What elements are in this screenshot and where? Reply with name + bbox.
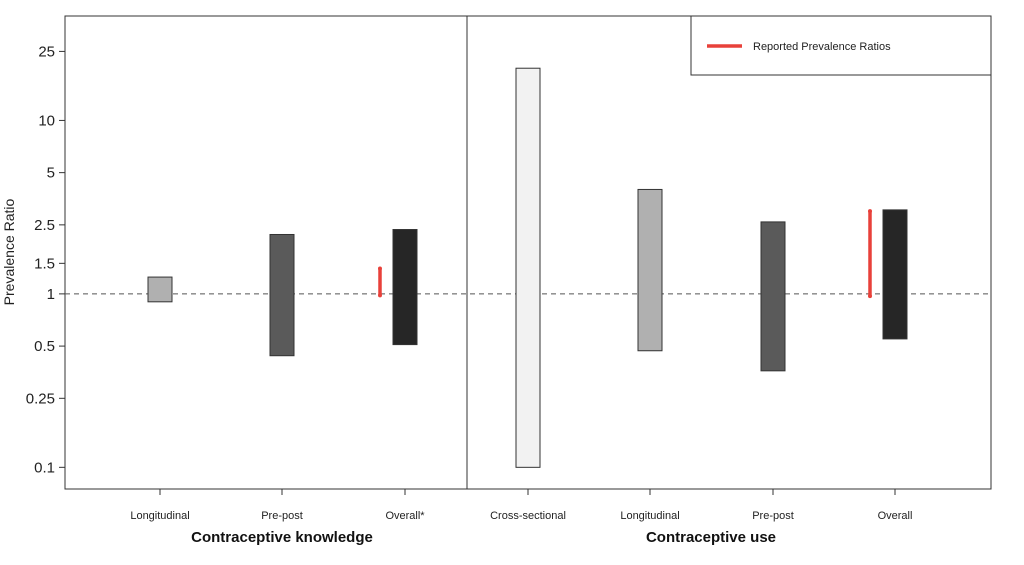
y-tick-label: 0.25 [26, 390, 55, 407]
category-label: Overall* [385, 510, 425, 522]
interval-bar [269, 233, 295, 357]
interval-bar [760, 221, 786, 372]
category-label: Longitudinal [130, 510, 189, 522]
reported-interval-cap [868, 209, 872, 214]
reported-interval-cap [868, 294, 872, 299]
interval-bar [392, 229, 418, 346]
y-tick-label: 2.5 [34, 217, 55, 234]
y-axis-label: Prevalence Ratio [1, 198, 17, 305]
category-label: Overall [878, 510, 913, 522]
reported-interval-cap [378, 293, 382, 298]
y-tick-label: 25 [38, 43, 55, 60]
y-tick-label: 5 [47, 165, 55, 182]
plot-area: 0.1 0.25 0.5 1 1.5 2.5 5 10 25 Longitudinal Pre-po… [26, 15, 992, 546]
y-tick-label: 0.1 [34, 459, 55, 476]
interval-bar [882, 209, 908, 340]
category-label: Cross-sectional [490, 510, 566, 522]
panel-label: Contraceptive use [646, 529, 776, 546]
legend-label: Reported Prevalence Ratios [753, 41, 891, 53]
y-tick-label: 1.5 [34, 255, 55, 272]
interval-bar [147, 276, 173, 303]
interval-bar [637, 188, 663, 352]
y-tick-label: 0.5 [34, 338, 55, 355]
category-label: Pre-post [752, 510, 794, 522]
category-label: Longitudinal [620, 510, 679, 522]
reported-interval-cap [378, 266, 382, 271]
panel-label: Contraceptive knowledge [191, 529, 373, 546]
interval-bar [515, 67, 541, 468]
y-tick-label: 1 [47, 286, 55, 303]
category-label: Pre-post [261, 510, 303, 522]
y-tick-label: 10 [38, 112, 55, 129]
